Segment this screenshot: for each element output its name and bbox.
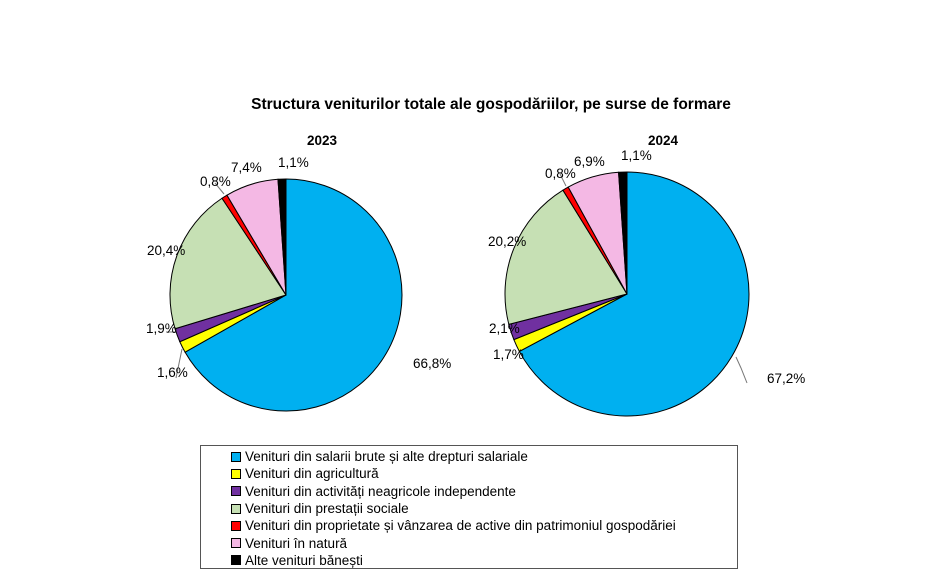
legend-item: Venituri din prestații sociale [231, 500, 737, 517]
pie-slice [184, 178, 403, 412]
legend-label: Venituri în natură [245, 535, 348, 551]
legend-item: Venituri din activități neagricole indep… [231, 483, 737, 500]
pie-slice [518, 171, 750, 417]
data-label: 2,1% [489, 321, 520, 336]
pie-subtitle: 2023 [307, 133, 338, 148]
legend: Venituri din salarii brute și alte drept… [200, 445, 738, 569]
data-label: 1,7% [493, 347, 524, 362]
legend-item: Venituri din agricultură [231, 465, 737, 482]
data-label: 6,9% [574, 154, 605, 169]
legend-label: Venituri din salarii brute și alte drept… [245, 449, 528, 465]
data-label: 1,6% [157, 365, 188, 380]
leader-line [735, 356, 748, 384]
leader-line [559, 173, 567, 187]
legend-label: Venituri din agricultură [245, 466, 379, 482]
legend-swatch [231, 555, 241, 566]
data-label: 7,4% [231, 160, 262, 175]
pie-2023: 2023 66,8% 1,6% 1,9% 20,4% 0,8%7,4% 1,1% [146, 133, 451, 412]
data-label: 1,1% [278, 155, 309, 170]
legend-swatch [231, 503, 241, 514]
pie-slice [618, 171, 628, 295]
pie-slice [277, 178, 287, 296]
data-label: 66,8% [413, 356, 451, 371]
legend-label: Venituri din activități neagricole indep… [245, 483, 516, 499]
data-label: 1,1% [621, 148, 652, 163]
chart-title: Structura veniturilor totale ale gospodă… [251, 96, 731, 113]
legend-swatch [231, 451, 241, 462]
data-label: 0,8% [545, 166, 576, 181]
leader-line [175, 348, 183, 379]
data-label: 67,2% [767, 371, 805, 386]
data-label: 20,4% [147, 243, 185, 258]
legend-label: Venituri din prestații sociale [245, 501, 409, 517]
pie-slice [169, 197, 287, 330]
leader-line [214, 182, 225, 195]
legend-label: Alte venituri bănești [245, 552, 363, 568]
data-label: 20,2% [488, 234, 526, 249]
pie-slice [504, 189, 628, 325]
legend-item: Venituri în natură [231, 534, 737, 551]
data-label: 0,8% [200, 174, 231, 189]
legend-item: Venituri din proprietate și vânzarea de … [231, 517, 737, 534]
legend-label: Venituri din proprietate și vânzarea de … [245, 518, 676, 534]
data-label: 1,9% [146, 321, 177, 336]
legend-item: Alte venituri bănești [231, 552, 737, 569]
legend-swatch [231, 520, 241, 531]
legend-swatch [231, 486, 241, 497]
legend-swatch [231, 468, 241, 479]
pie-2024: 2024 67,2% 1,7% 2,1% 20,2% 0,8%6,9% 1,1% [488, 133, 805, 417]
legend-swatch [231, 538, 241, 549]
pie-subtitle: 2024 [648, 133, 679, 148]
legend-item: Venituri din salarii brute și alte drept… [231, 448, 737, 465]
